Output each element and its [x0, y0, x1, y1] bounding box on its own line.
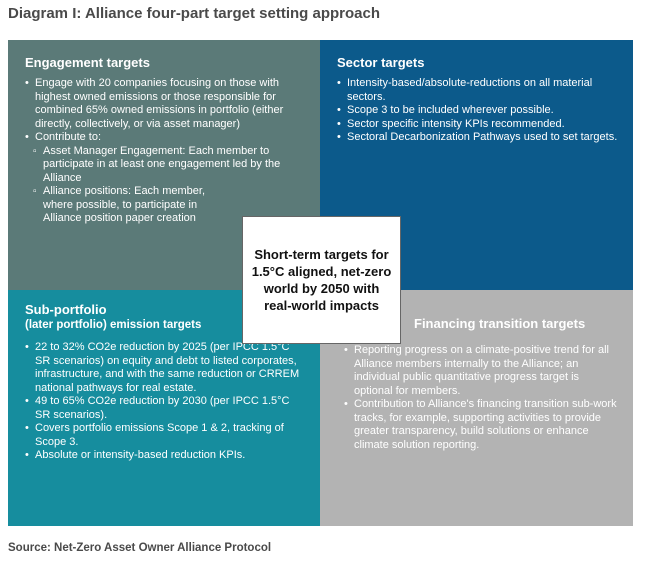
list-item: Engage with 20 companies focusing on tho… — [25, 77, 306, 131]
list-item: Intensity-based/absolute-reductions on a… — [337, 77, 619, 104]
list-item: Covers portfolio emissions Scope 1 & 2, … — [25, 422, 306, 449]
engagement-heading: Engagement targets — [25, 55, 150, 70]
list-item: Sector specific intensity KPIs recommend… — [337, 118, 619, 132]
subportfolio-subheading: (later portfolio) emission targets — [25, 319, 202, 331]
engagement-list: Engage with 20 companies focusing on tho… — [25, 77, 306, 145]
list-item: 22 to 32% CO2e reduction by 2025 (per IP… — [25, 341, 306, 395]
list-item: 49 to 65% CO2e reduction by 2030 (per IP… — [25, 395, 306, 422]
center-goal-box: Short-term targets for 1.5°C aligned, ne… — [242, 216, 401, 344]
list-item: Asset Manager Engagement: Each member to… — [33, 145, 306, 186]
list-item: Sectoral Decarbonization Pathways used t… — [337, 131, 619, 145]
financing-transition-panel: Financing transition targets Reporting p… — [320, 290, 633, 526]
sector-list: Intensity-based/absolute-reductions on a… — [337, 77, 619, 145]
engagement-targets-panel: Engagement targets Engage with 20 compan… — [8, 40, 320, 290]
financing-list: Reporting progress on a climate-positive… — [344, 344, 619, 452]
engagement-sublist: Asset Manager Engagement: Each member to… — [33, 145, 306, 226]
list-item: Absolute or intensity-based reduction KP… — [25, 449, 306, 463]
list-item: Scope 3 to be included wherever possible… — [337, 104, 619, 118]
list-item: Alliance positions: Each member, where p… — [33, 185, 306, 226]
sector-heading: Sector targets — [337, 55, 425, 70]
subportfolio-heading: Sub-portfolio — [25, 302, 107, 317]
list-item: Contribute to: — [25, 131, 306, 145]
list-item: Contribution to Alliance's financing tra… — [344, 398, 619, 452]
center-goal-text: Short-term targets for 1.5°C aligned, ne… — [251, 247, 392, 313]
list-item: Reporting progress on a climate-positive… — [344, 344, 619, 398]
diagram-title: Diagram I: Alliance four-part target set… — [8, 5, 381, 22]
financing-heading: Financing transition targets — [414, 316, 586, 331]
source-note: Source: Net-Zero Asset Owner Alliance Pr… — [8, 542, 272, 554]
subportfolio-list: 22 to 32% CO2e reduction by 2025 (per IP… — [25, 341, 306, 463]
